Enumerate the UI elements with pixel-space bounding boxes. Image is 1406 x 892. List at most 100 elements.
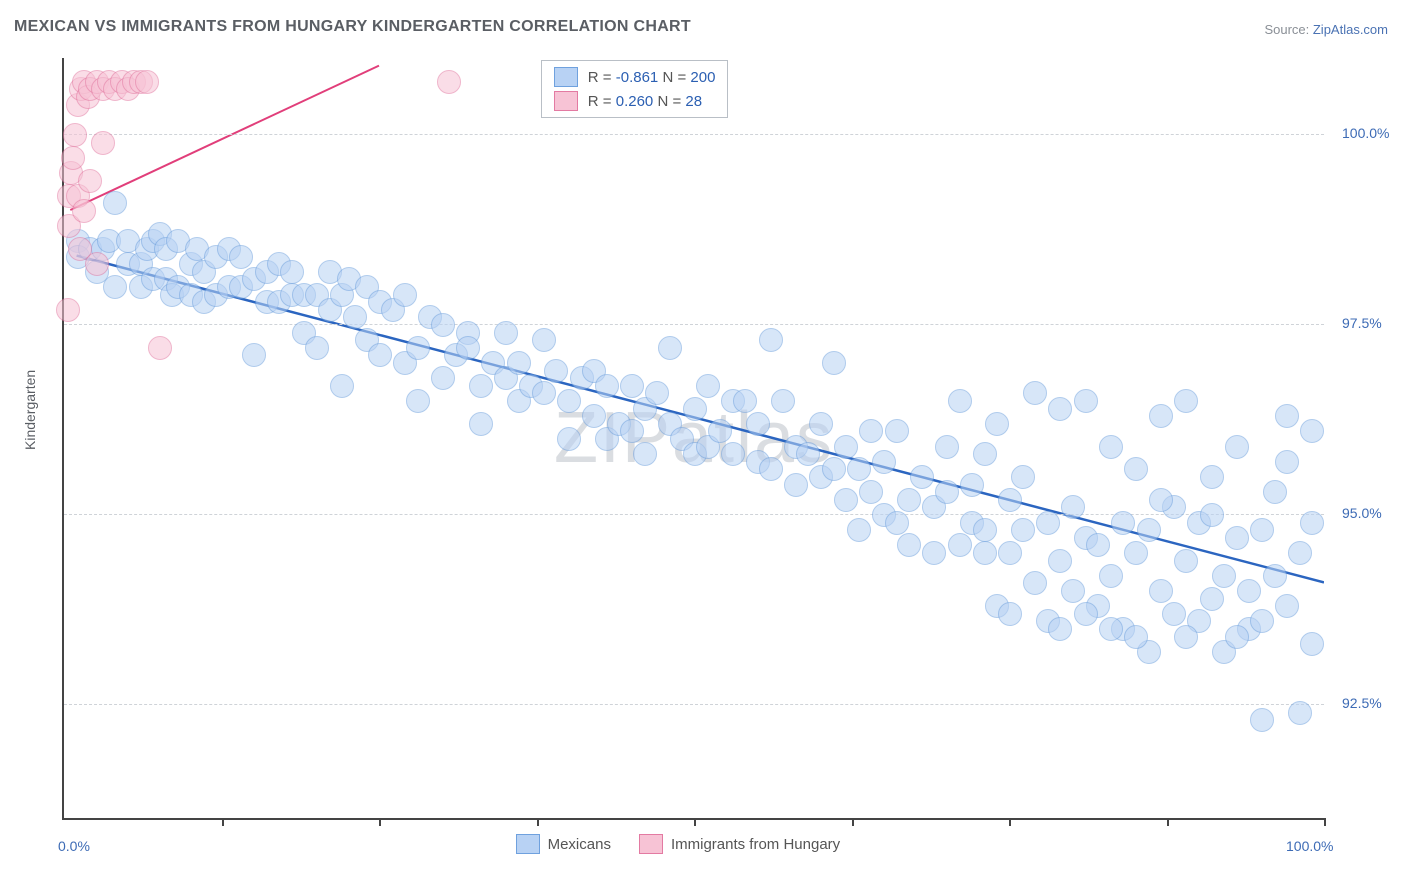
data-point (532, 381, 556, 405)
source-link[interactable]: ZipAtlas.com (1313, 22, 1388, 37)
data-point (469, 374, 493, 398)
x-tick (1167, 818, 1169, 826)
data-point (103, 275, 127, 299)
data-point (1149, 579, 1173, 603)
legend-label: Mexicans (548, 836, 611, 853)
data-point (973, 541, 997, 565)
data-point (1086, 533, 1110, 557)
data-point (985, 412, 1009, 436)
data-point (733, 389, 757, 413)
legend-item: Immigrants from Hungary (639, 834, 840, 854)
data-point (1099, 564, 1123, 588)
x-tick (694, 818, 696, 826)
data-point (1174, 389, 1198, 413)
data-point (620, 419, 644, 443)
data-point (859, 480, 883, 504)
data-point (63, 123, 87, 147)
legend-swatch (516, 834, 540, 854)
data-point (85, 252, 109, 276)
data-point (456, 336, 480, 360)
data-point (242, 343, 266, 367)
x-tick (852, 818, 854, 826)
data-point (1137, 518, 1161, 542)
data-point (1124, 541, 1148, 565)
x-tick (379, 818, 381, 826)
legend-swatch (554, 91, 578, 111)
data-point (56, 298, 80, 322)
source-attribution: Source: ZipAtlas.com (1264, 22, 1388, 37)
data-point (103, 191, 127, 215)
data-point (532, 328, 556, 352)
data-point (305, 336, 329, 360)
gridline-h (64, 704, 1324, 705)
data-point (998, 541, 1022, 565)
data-point (721, 442, 745, 466)
data-point (885, 511, 909, 535)
data-point (1225, 526, 1249, 550)
y-tick-label: 92.5% (1342, 695, 1382, 711)
y-tick-label: 95.0% (1342, 505, 1382, 521)
chart-title: MEXICAN VS IMMIGRANTS FROM HUNGARY KINDE… (14, 18, 691, 36)
data-point (897, 533, 921, 557)
data-point (1023, 381, 1047, 405)
data-point (557, 389, 581, 413)
data-point (595, 374, 619, 398)
x-tick (222, 818, 224, 826)
data-point (494, 321, 518, 345)
data-point (1275, 404, 1299, 428)
data-point (330, 374, 354, 398)
data-point (910, 465, 934, 489)
data-point (1250, 518, 1274, 542)
y-tick-label: 100.0% (1342, 125, 1389, 141)
data-point (148, 336, 172, 360)
y-tick-label: 97.5% (1342, 315, 1382, 331)
data-point (1300, 419, 1324, 443)
data-point (1174, 625, 1198, 649)
x-tick (537, 818, 539, 826)
data-point (544, 359, 568, 383)
data-point (1048, 617, 1072, 641)
legend-stats: R = -0.861 N = 200 (588, 69, 716, 86)
data-point (960, 473, 984, 497)
data-point (696, 374, 720, 398)
gridline-h (64, 134, 1324, 135)
data-point (437, 70, 461, 94)
data-point (935, 480, 959, 504)
data-point (91, 131, 115, 155)
data-point (1149, 488, 1173, 512)
legend-row: R = 0.260 N = 28 (554, 91, 716, 111)
data-point (645, 381, 669, 405)
data-point (796, 442, 820, 466)
data-point (1225, 625, 1249, 649)
data-point (1288, 541, 1312, 565)
data-point (658, 336, 682, 360)
correlation-legend: R = -0.861 N = 200 R = 0.260 N = 28 (541, 60, 729, 118)
data-point (1250, 708, 1274, 732)
chart-container: MEXICAN VS IMMIGRANTS FROM HUNGARY KINDE… (0, 0, 1406, 892)
data-point (847, 457, 871, 481)
x-tick (1324, 818, 1326, 826)
data-point (847, 518, 871, 542)
data-point (1288, 701, 1312, 725)
gridline-h (64, 514, 1324, 515)
data-point (771, 389, 795, 413)
x-tick (1009, 818, 1011, 826)
data-point (582, 404, 606, 428)
data-point (406, 336, 430, 360)
legend-swatch (639, 834, 663, 854)
data-point (948, 389, 972, 413)
data-point (1099, 435, 1123, 459)
data-point (834, 488, 858, 512)
data-point (935, 435, 959, 459)
data-point (1124, 457, 1148, 481)
data-point (507, 351, 531, 375)
data-point (557, 427, 581, 451)
data-point (72, 199, 96, 223)
data-point (834, 435, 858, 459)
data-point (406, 389, 430, 413)
data-point (1036, 511, 1060, 535)
data-point (469, 412, 493, 436)
data-point (1011, 518, 1035, 542)
data-point (1237, 579, 1261, 603)
data-point (1099, 617, 1123, 641)
